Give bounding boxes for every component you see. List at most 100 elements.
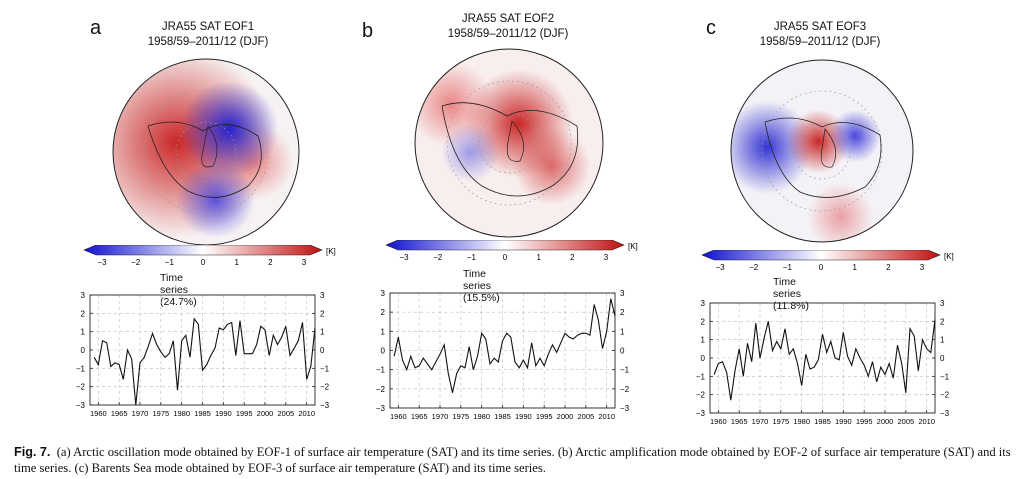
- y-tick-label: −3: [376, 404, 386, 413]
- colorbar: −3 −2 −1 0 1 2 3 [K]: [701, 250, 954, 272]
- y-tick-label: −3: [620, 404, 630, 413]
- x-tick-label: 2010: [918, 417, 935, 426]
- y-tick-label: −3: [696, 409, 706, 418]
- y-tick-label: 0: [620, 347, 625, 356]
- x-tick-label: 1965: [111, 409, 128, 418]
- x-tick-label: 2000: [557, 412, 574, 421]
- colorbar-tick-label: 1: [852, 263, 857, 272]
- colorbar-tick-label: −3: [97, 258, 107, 267]
- series-line: [713, 319, 936, 401]
- x-tick-label: 1970: [752, 417, 769, 426]
- x-tick-label: 1975: [152, 409, 169, 418]
- colorbar-tick-label: −3: [399, 253, 409, 262]
- polar-map: [730, 59, 914, 243]
- y-tick-label: 0: [940, 354, 945, 363]
- panel-title-line1: JRA55 SAT EOF2: [461, 13, 555, 25]
- colorbar-tick-label: 3: [920, 263, 925, 272]
- y-tick-label: 2: [701, 317, 706, 326]
- panel-title-line2: 1958/59–2011/12 (DJF): [147, 36, 269, 48]
- y-tick-label: 2: [381, 308, 386, 317]
- polar-map: [414, 48, 604, 238]
- colorbar-tick-label: −2: [433, 253, 443, 262]
- y-tick-label: −1: [940, 372, 950, 381]
- y-tick-label: 3: [320, 291, 325, 300]
- colorbar-unit: [K]: [326, 247, 336, 256]
- y-tick-label: 1: [381, 327, 386, 336]
- x-tick-label: 1990: [835, 417, 852, 426]
- colorbar-tick-label: 0: [201, 258, 206, 267]
- colorbar-ticks: −3 −2 −1 0 1 2 3: [97, 258, 306, 267]
- x-tick-label: 2005: [897, 417, 914, 426]
- y-tick-label: 1: [320, 328, 325, 337]
- time-series-chart: −3 −3 −2 −2 −1 −1 0 0 1 1 2 2 3 3 1960 1965 1970 1975 1980…: [376, 289, 630, 421]
- y-tick-label: −3: [940, 409, 950, 418]
- y-tick-label: 0: [701, 354, 706, 363]
- y-tick-label: 2: [320, 309, 325, 318]
- y-tick-label: 3: [381, 289, 386, 298]
- y-tick-label: 1: [701, 336, 706, 345]
- time-series-label: Time series (15.5%): [463, 268, 500, 304]
- caption-label: Fig. 7.: [14, 445, 51, 459]
- time-series-label: Time series (24.7%): [160, 272, 197, 308]
- y-tick-label: −1: [76, 364, 86, 373]
- colorbar-tick-label: 2: [570, 253, 575, 262]
- y-tick-label: 3: [81, 291, 86, 300]
- x-tick-label: 1980: [473, 412, 490, 421]
- x-tick-label: 1975: [772, 417, 789, 426]
- colorbar-tick-label: −2: [131, 258, 141, 267]
- y-tick-label: −1: [620, 366, 630, 375]
- x-tick-label: 1960: [90, 409, 107, 418]
- y-tick-label: 3: [620, 289, 625, 298]
- colorbar-tick-label: −2: [749, 263, 759, 272]
- colorbar: −3 −2 −1 0 1 2 3 [K]: [385, 240, 638, 262]
- x-tick-label: 2005: [577, 412, 594, 421]
- time-series-chart: −3 −3 −2 −2 −1 −1 0 0 1 1 2 2 3 3 1960 1965 1970 1975 1980…: [76, 291, 330, 418]
- x-tick-label: 1970: [132, 409, 149, 418]
- colorbar-unit: [K]: [628, 242, 638, 251]
- x-tick-label: 1985: [494, 412, 511, 421]
- panel-letter: a: [90, 17, 102, 39]
- colorbar-tick-label: 0: [503, 253, 508, 262]
- series-line: [393, 298, 616, 393]
- caption-text: (a) Arctic oscillation mode obtained by …: [14, 445, 1011, 475]
- y-tick-label: −1: [376, 366, 386, 375]
- colorbar-tick-label: −1: [467, 253, 477, 262]
- y-tick-label: 0: [381, 347, 386, 356]
- y-tick-label: −1: [320, 364, 330, 373]
- y-tick-label: 0: [320, 346, 325, 355]
- x-tick-label: 1975: [452, 412, 469, 421]
- y-tick-label: 0: [81, 346, 86, 355]
- panel-title: JRA55 SAT EOF3 1958/59–2011/12 (DJF): [720, 20, 920, 50]
- x-tick-label: 1965: [411, 412, 428, 421]
- x-tick-label: 2005: [277, 409, 294, 418]
- y-tick-label: −2: [940, 391, 950, 400]
- x-tick-label: 2010: [598, 412, 615, 421]
- colorbar-tick-label: 0: [819, 263, 824, 272]
- x-tick-label: 1990: [515, 412, 532, 421]
- x-tick-label: 1960: [710, 417, 727, 426]
- time-series-chart: −3 −3 −2 −2 −1 −1 0 0 1 1 2 2 3 3 1960 1965 1970 1975 1980…: [696, 299, 950, 426]
- colorbar-tick-label: 1: [234, 258, 239, 267]
- colorbar-tick-label: 2: [886, 263, 891, 272]
- polar-map: [112, 58, 300, 246]
- x-tick-label: 1995: [856, 417, 873, 426]
- panel-title-line1: JRA55 SAT EOF3: [773, 21, 867, 33]
- x-tick-label: 1995: [536, 412, 553, 421]
- panel-letter: b: [362, 20, 374, 42]
- colorbar-unit: [K]: [944, 252, 954, 261]
- x-tick-label: 1985: [814, 417, 831, 426]
- colorbar-tick-label: 1: [536, 253, 541, 262]
- panel-letter: c: [706, 17, 716, 39]
- colorbar-tick-label: −1: [783, 263, 793, 272]
- series-line: [93, 317, 316, 406]
- x-tick-label: 1995: [236, 409, 253, 418]
- panel-title-line2: 1958/59–2011/12 (DJF): [759, 36, 881, 48]
- x-tick-label: 1980: [173, 409, 190, 418]
- colorbar-tick-label: 3: [604, 253, 609, 262]
- x-tick-label: 1990: [215, 409, 232, 418]
- y-tick-label: 2: [940, 317, 945, 326]
- x-tick-label: 1965: [731, 417, 748, 426]
- colorbar-tick-label: 2: [268, 258, 273, 267]
- x-tick-label: 2010: [298, 409, 315, 418]
- y-tick-label: 1: [620, 327, 625, 336]
